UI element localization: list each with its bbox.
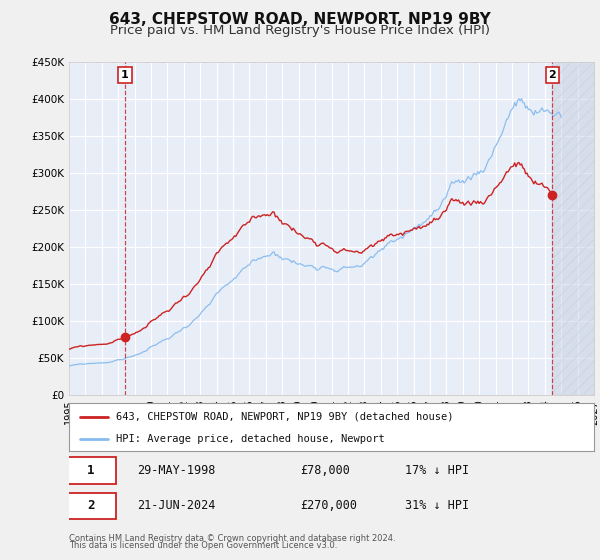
- Text: 21-JUN-2024: 21-JUN-2024: [137, 500, 215, 512]
- Text: This data is licensed under the Open Government Licence v3.0.: This data is licensed under the Open Gov…: [69, 541, 337, 550]
- Text: 643, CHEPSTOW ROAD, NEWPORT, NP19 9BY (detached house): 643, CHEPSTOW ROAD, NEWPORT, NP19 9BY (d…: [116, 412, 454, 422]
- FancyBboxPatch shape: [67, 493, 116, 519]
- Text: 2: 2: [548, 70, 556, 80]
- Text: 643, CHEPSTOW ROAD, NEWPORT, NP19 9BY: 643, CHEPSTOW ROAD, NEWPORT, NP19 9BY: [109, 12, 491, 27]
- Text: 17% ↓ HPI: 17% ↓ HPI: [405, 464, 469, 477]
- FancyBboxPatch shape: [67, 458, 116, 484]
- Text: 29-MAY-1998: 29-MAY-1998: [137, 464, 215, 477]
- Text: £78,000: £78,000: [300, 464, 350, 477]
- Text: HPI: Average price, detached house, Newport: HPI: Average price, detached house, Newp…: [116, 434, 385, 444]
- Text: Price paid vs. HM Land Registry's House Price Index (HPI): Price paid vs. HM Land Registry's House …: [110, 24, 490, 36]
- Bar: [553, 62, 594, 395]
- Text: £270,000: £270,000: [300, 500, 357, 512]
- Text: 1: 1: [88, 464, 95, 477]
- Text: Contains HM Land Registry data © Crown copyright and database right 2024.: Contains HM Land Registry data © Crown c…: [69, 534, 395, 543]
- Text: 2: 2: [88, 500, 95, 512]
- Text: 31% ↓ HPI: 31% ↓ HPI: [405, 500, 469, 512]
- Text: 1: 1: [121, 70, 129, 80]
